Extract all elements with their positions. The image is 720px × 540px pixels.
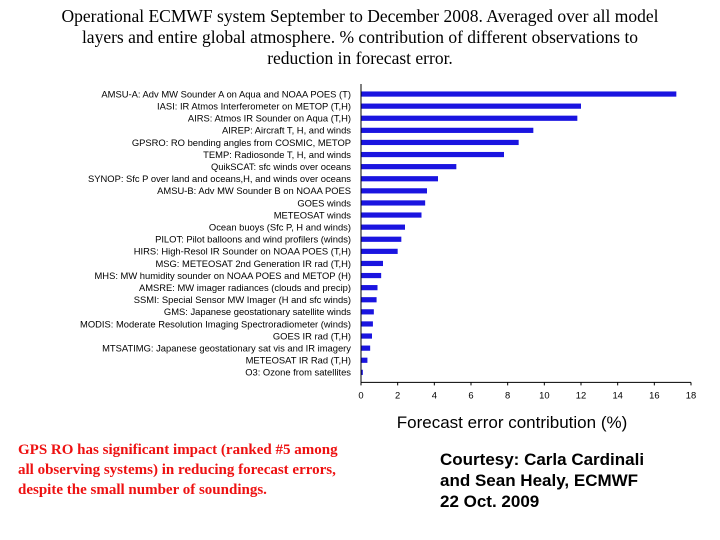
- bar: [361, 285, 378, 291]
- slide-title: Operational ECMWF system September to De…: [20, 6, 700, 69]
- bar: [361, 200, 426, 206]
- x-tick-label: 2: [395, 389, 400, 400]
- bar: [361, 297, 377, 303]
- courtesy-line: 22 Oct. 2009: [440, 492, 540, 511]
- category-label: QuikSCAT: sfc winds over oceans: [211, 161, 351, 172]
- bar: [361, 212, 422, 218]
- bar: [361, 224, 405, 230]
- bar: [361, 333, 372, 339]
- category-label: AMSRE: MW imager radiances (clouds and p…: [139, 282, 351, 293]
- x-tick-label: 14: [612, 389, 622, 400]
- category-label: SSMI: Special Sensor MW Imager (H and sf…: [134, 294, 351, 305]
- x-tick-label: 12: [576, 389, 586, 400]
- category-label: PILOT: Pilot balloons and wind profilers…: [155, 234, 351, 245]
- bar: [361, 176, 438, 182]
- bar: [361, 127, 534, 133]
- category-label: AMSU-A: Adv MW Sounder A on Aqua and NOA…: [101, 88, 351, 99]
- x-tick-label: 18: [686, 389, 696, 400]
- bar: [361, 272, 382, 279]
- x-tick-label: 8: [505, 389, 510, 400]
- note-line: GPS RO has significant impact (ranked #5…: [18, 442, 338, 458]
- bar-chart: AMSU-A: Adv MW Sounder A on Aqua and NOA…: [80, 84, 696, 432]
- courtesy-line: and Sean Healy, ECMWF: [440, 471, 639, 490]
- category-label: GOES IR rad (T,H): [273, 330, 351, 341]
- bar: [361, 188, 427, 194]
- title-line: layers and entire global atmosphere. % c…: [81, 27, 639, 47]
- category-label: MODIS: Moderate Resolution Imaging Spect…: [80, 318, 351, 329]
- title-line: Operational ECMWF system September to De…: [61, 6, 659, 26]
- x-tick-label: 16: [649, 389, 659, 400]
- category-label: AMSU-B: Adv MW Sounder B on NOAA POES: [157, 185, 351, 196]
- category-label: MSG: METEOSAT 2nd Generation IR rad (T,H…: [155, 258, 351, 269]
- bar: [361, 248, 398, 254]
- bar: [361, 345, 371, 351]
- bar: [361, 103, 581, 109]
- x-tick-label: 10: [539, 389, 549, 400]
- category-label: AIRS: Atmos IR Sounder on Aqua (T,H): [188, 113, 351, 124]
- category-label: GPSRO: RO bending angles from COSMIC, ME…: [132, 137, 351, 148]
- axes: 0 2 4 6 8 10 12 14 16 18: [358, 84, 696, 400]
- category-labels: AMSU-A: Adv MW Sounder A on Aqua and NOA…: [80, 88, 351, 377]
- x-axis-label: Forecast error contribution (%): [397, 413, 628, 432]
- x-tick-label: 0: [358, 389, 363, 400]
- category-label: HIRS: High-Resol IR Sounder on NOAA POES…: [134, 246, 351, 257]
- bar: [361, 369, 363, 375]
- category-label: METEOSAT winds: [274, 209, 352, 220]
- bar: [361, 91, 677, 97]
- note-line: all observing systems) in reducing forec…: [18, 462, 336, 478]
- category-label: AIREP: Aircraft T, H, and winds: [222, 125, 351, 136]
- bar: [361, 321, 373, 327]
- category-label: MHS: MW humidity sounder on NOAA POES an…: [94, 270, 351, 281]
- bar: [361, 236, 402, 242]
- category-label: Ocean buoys (Sfc P, H and winds): [209, 221, 351, 232]
- category-label: IASI: IR Atmos Interferometer on METOP (…: [157, 100, 351, 111]
- note-line: despite the small number of soundings.: [18, 482, 267, 498]
- courtesy-credit: Courtesy: Carla Cardinali and Sean Healy…: [440, 449, 710, 512]
- courtesy-line: Courtesy: Carla Cardinali: [440, 450, 645, 469]
- bar: [361, 164, 457, 170]
- category-label: GOES winds: [297, 197, 351, 208]
- bar: [361, 260, 383, 267]
- category-label: MTSATIMG: Japanese geostationary sat vis…: [102, 342, 351, 353]
- bar: [361, 139, 519, 146]
- impact-note: GPS RO has significant impact (ranked #5…: [18, 440, 418, 500]
- bar: [361, 309, 374, 315]
- category-label: METEOSAT IR Rad (T,H): [246, 355, 351, 366]
- title-line: reduction in forecast error.: [267, 48, 453, 68]
- bar: [361, 151, 504, 158]
- bar: [361, 357, 368, 363]
- x-tick-label: 4: [432, 389, 437, 400]
- x-tick-label: 6: [468, 389, 473, 400]
- category-label: TEMP: Radiosonde T, H, and winds: [203, 149, 351, 160]
- category-label: SYNOP: Sfc P over land and oceans,H, and…: [88, 173, 351, 184]
- category-label: GMS: Japanese geostationary satellite wi…: [164, 306, 351, 317]
- bar: [361, 115, 578, 121]
- category-label: O3: Ozone from satellites: [245, 367, 351, 378]
- bars: [361, 91, 677, 375]
